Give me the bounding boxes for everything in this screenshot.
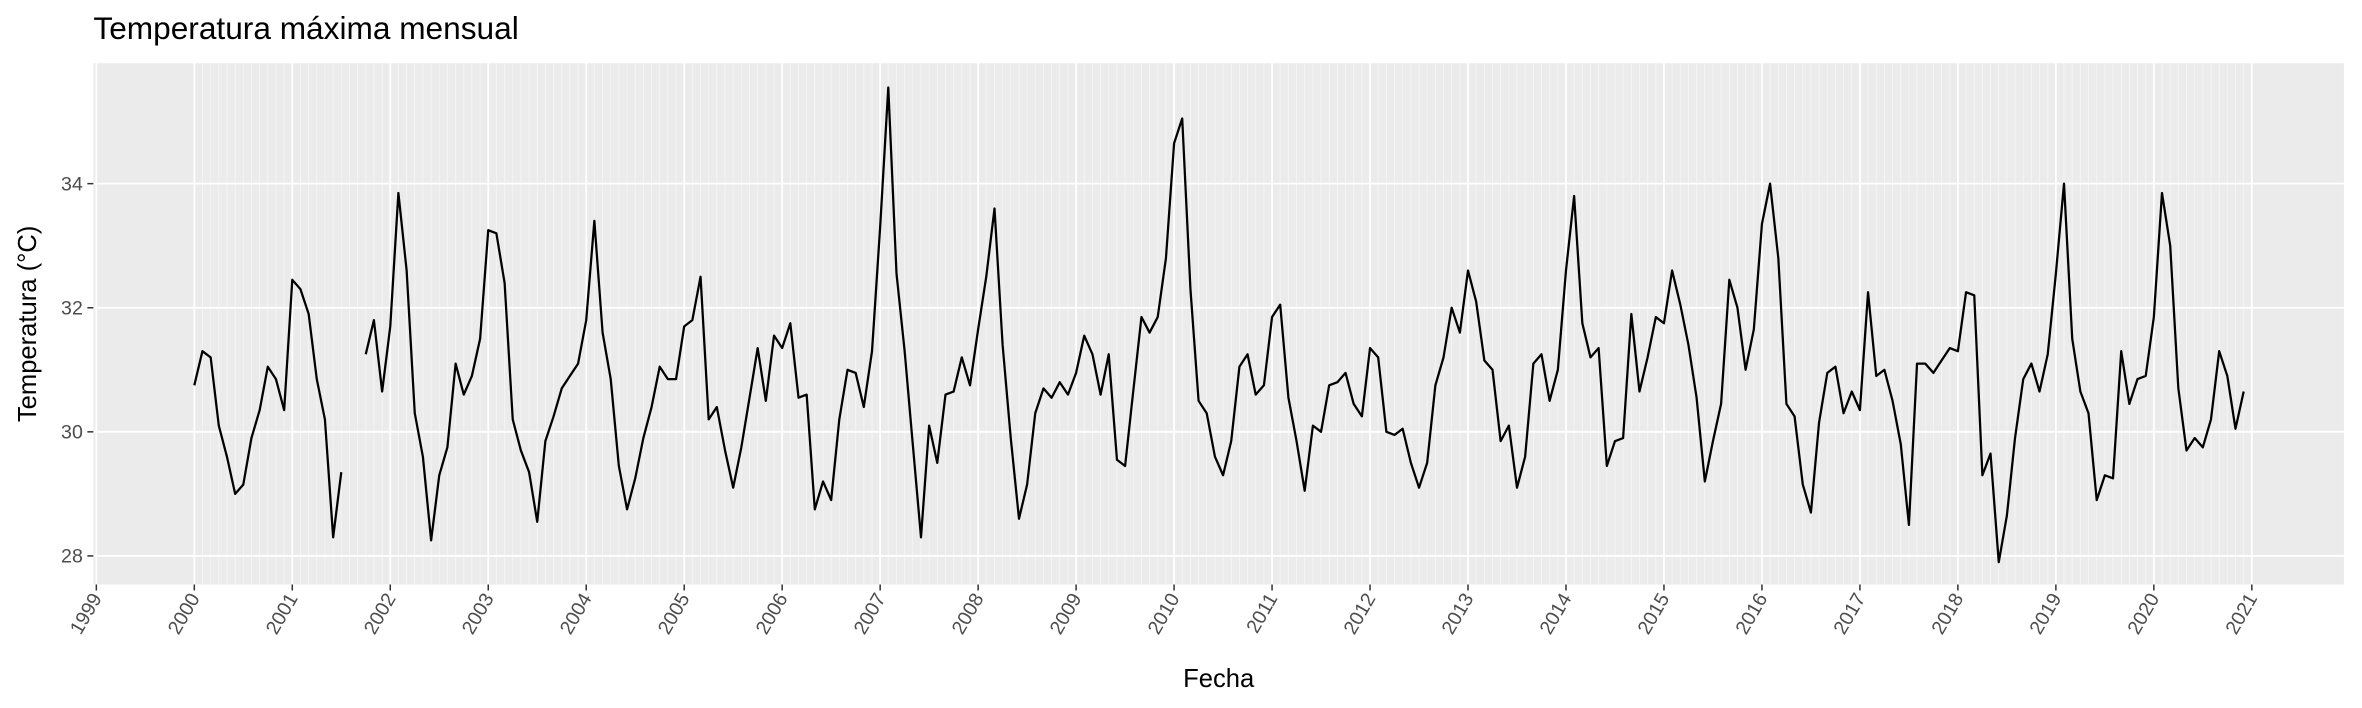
- x-tick-label: 2014: [1536, 589, 1577, 638]
- chart-title: Temperatura máxima mensual: [93, 10, 518, 46]
- x-axis-title: Fecha: [1183, 665, 1255, 693]
- x-tick-label: 2001: [262, 590, 303, 639]
- x-tick-label: 2011: [1242, 590, 1282, 637]
- x-tick-label: 2016: [1731, 589, 1772, 638]
- x-tick-label: 2012: [1340, 590, 1381, 639]
- x-tick-label: 2015: [1633, 589, 1674, 638]
- x-tick-label: 2006: [752, 589, 793, 638]
- x-tick-label: 2004: [556, 589, 597, 638]
- x-tick-label: 2017: [1829, 590, 1870, 639]
- x-tick-label: 2020: [2123, 589, 2164, 638]
- x-tick-label: 2009: [1046, 590, 1087, 639]
- y-tick-label: 34: [61, 173, 83, 195]
- y-axis-title: Temperatura (°C): [14, 226, 42, 423]
- x-tick-label: 2002: [360, 590, 401, 639]
- y-tick-label: 30: [61, 422, 83, 444]
- x-tick-label: 2013: [1438, 589, 1479, 638]
- data-line: [193, 86, 2245, 564]
- x-tick-label: 2005: [654, 589, 695, 638]
- x-tick-label: 2019: [2025, 590, 2066, 639]
- y-tick-label: 28: [61, 546, 83, 568]
- x-tick-label: 2007: [850, 590, 891, 639]
- x-tick-label: 2003: [458, 589, 499, 638]
- y-tick-label: 32: [61, 298, 83, 320]
- x-tick-label: 2008: [948, 589, 989, 638]
- x-tick-label: 2000: [164, 589, 205, 638]
- x-tick-label: 2021: [2221, 590, 2262, 639]
- x-tick-label: 1999: [66, 590, 107, 639]
- x-tick-label: 2018: [1927, 589, 1968, 638]
- panel: [93, 63, 2344, 585]
- x-tick-label: 2010: [1144, 589, 1185, 638]
